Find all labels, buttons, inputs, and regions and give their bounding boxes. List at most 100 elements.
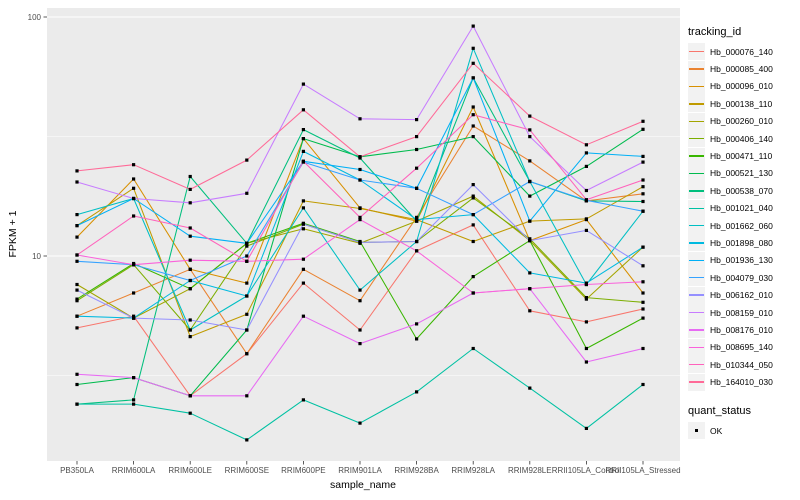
data-point [415, 166, 419, 170]
data-point [188, 411, 192, 415]
legend: tracking_id Hb_000076_140 Hb_000085_400 Hb… [688, 26, 800, 439]
x-axis-title: sample_name [330, 479, 396, 491]
data-point [471, 194, 475, 198]
legend-item-label: Hb_010344_050 [710, 359, 773, 370]
data-point [641, 160, 645, 164]
legend-item-label: Hb_000471_110 [710, 151, 773, 162]
data-point [132, 316, 136, 320]
x-tick-label: PB350LA [60, 466, 94, 475]
data-point [188, 394, 192, 398]
data-point [75, 224, 79, 228]
legend-title-quant-status: quant_status [688, 404, 751, 417]
data-point [528, 128, 532, 132]
data-point [584, 151, 588, 155]
legend-key-line-icon [689, 103, 704, 105]
legend-key-line-icon [689, 224, 704, 227]
data-point [301, 149, 305, 153]
x-tick-label: RRIM600SE [225, 466, 269, 475]
data-point [301, 159, 305, 163]
data-point [584, 282, 588, 287]
data-point [132, 186, 136, 190]
data-point [415, 322, 419, 326]
data-point [471, 76, 475, 80]
data-point [188, 201, 192, 205]
data-point [584, 143, 588, 147]
data-point [245, 294, 249, 298]
data-point [528, 159, 532, 163]
data-point [415, 390, 419, 394]
data-point [415, 147, 419, 152]
quant-status-label: OK [710, 425, 723, 436]
data-point [132, 314, 136, 318]
data-point [358, 167, 362, 172]
legend-item: Hb_000538_070 [688, 182, 800, 200]
x-tick-label: RRII105LA_Control [552, 466, 622, 475]
legend-item-label: Hb_000521_130 [710, 168, 773, 179]
data-point [245, 244, 249, 248]
legend-quant-items: OK [688, 422, 800, 439]
data-point [641, 192, 645, 196]
data-point [528, 219, 532, 223]
data-point [641, 178, 645, 182]
legend-item: Hb_000521_130 [688, 164, 800, 182]
legend-key-line-icon [689, 277, 704, 279]
data-point [132, 376, 136, 380]
data-point [75, 180, 79, 184]
data-point [188, 278, 192, 283]
data-point [301, 128, 305, 132]
data-point [584, 346, 588, 351]
legend-item: Hb_000471_110 [688, 147, 800, 165]
data-point [358, 117, 362, 121]
data-point [75, 253, 79, 257]
legend-item-label: Hb_001898_080 [710, 237, 773, 248]
quant-status-item: OK [688, 422, 800, 439]
legend-key [688, 269, 705, 287]
legend-item-label: Hb_006162_010 [710, 290, 773, 301]
legend-item: Hb_001898_080 [688, 234, 800, 252]
data-point [528, 237, 532, 241]
legend-key-line-icon [689, 364, 704, 366]
data-point [132, 291, 136, 295]
data-point [528, 194, 532, 198]
legend-item-label: Hb_008176_010 [710, 324, 773, 335]
data-point [188, 328, 192, 332]
legend-item: Hb_001662_060 [688, 217, 800, 235]
legend-key [688, 338, 705, 356]
data-point [245, 394, 249, 398]
data-point [132, 177, 136, 181]
x-tick-label: RRIM928LE [508, 466, 552, 475]
legend-key-line-icon [689, 172, 704, 175]
data-point [528, 179, 532, 184]
data-point [245, 254, 249, 258]
data-point [415, 218, 419, 222]
data-point [584, 164, 588, 168]
data-point [471, 291, 475, 295]
legend-key [688, 356, 705, 374]
legend-key [688, 234, 705, 252]
legend-item: Hb_008176_010 [688, 321, 800, 339]
data-point [415, 118, 419, 122]
legend-key [688, 217, 705, 235]
legend-item-label: Hb_008159_010 [710, 307, 773, 318]
data-point [245, 259, 249, 263]
legend-key-line-icon [689, 329, 704, 331]
data-point [245, 241, 249, 245]
legend-key-line-icon [689, 311, 704, 314]
legend-item-label: Hb_000096_010 [710, 81, 773, 92]
data-point [528, 386, 532, 390]
data-point [75, 297, 79, 301]
data-point [245, 281, 249, 285]
data-point [584, 228, 588, 232]
data-point [471, 135, 475, 139]
data-point [358, 240, 362, 244]
x-tick-label: RRIM600LE [168, 466, 212, 475]
data-point [245, 312, 249, 316]
data-point [471, 239, 475, 244]
data-point [75, 213, 79, 217]
legend-key-line-icon [689, 242, 704, 244]
legend-key-line-icon [689, 155, 704, 157]
data-point [471, 196, 475, 200]
legend-item-label: Hb_164010_030 [710, 377, 773, 388]
